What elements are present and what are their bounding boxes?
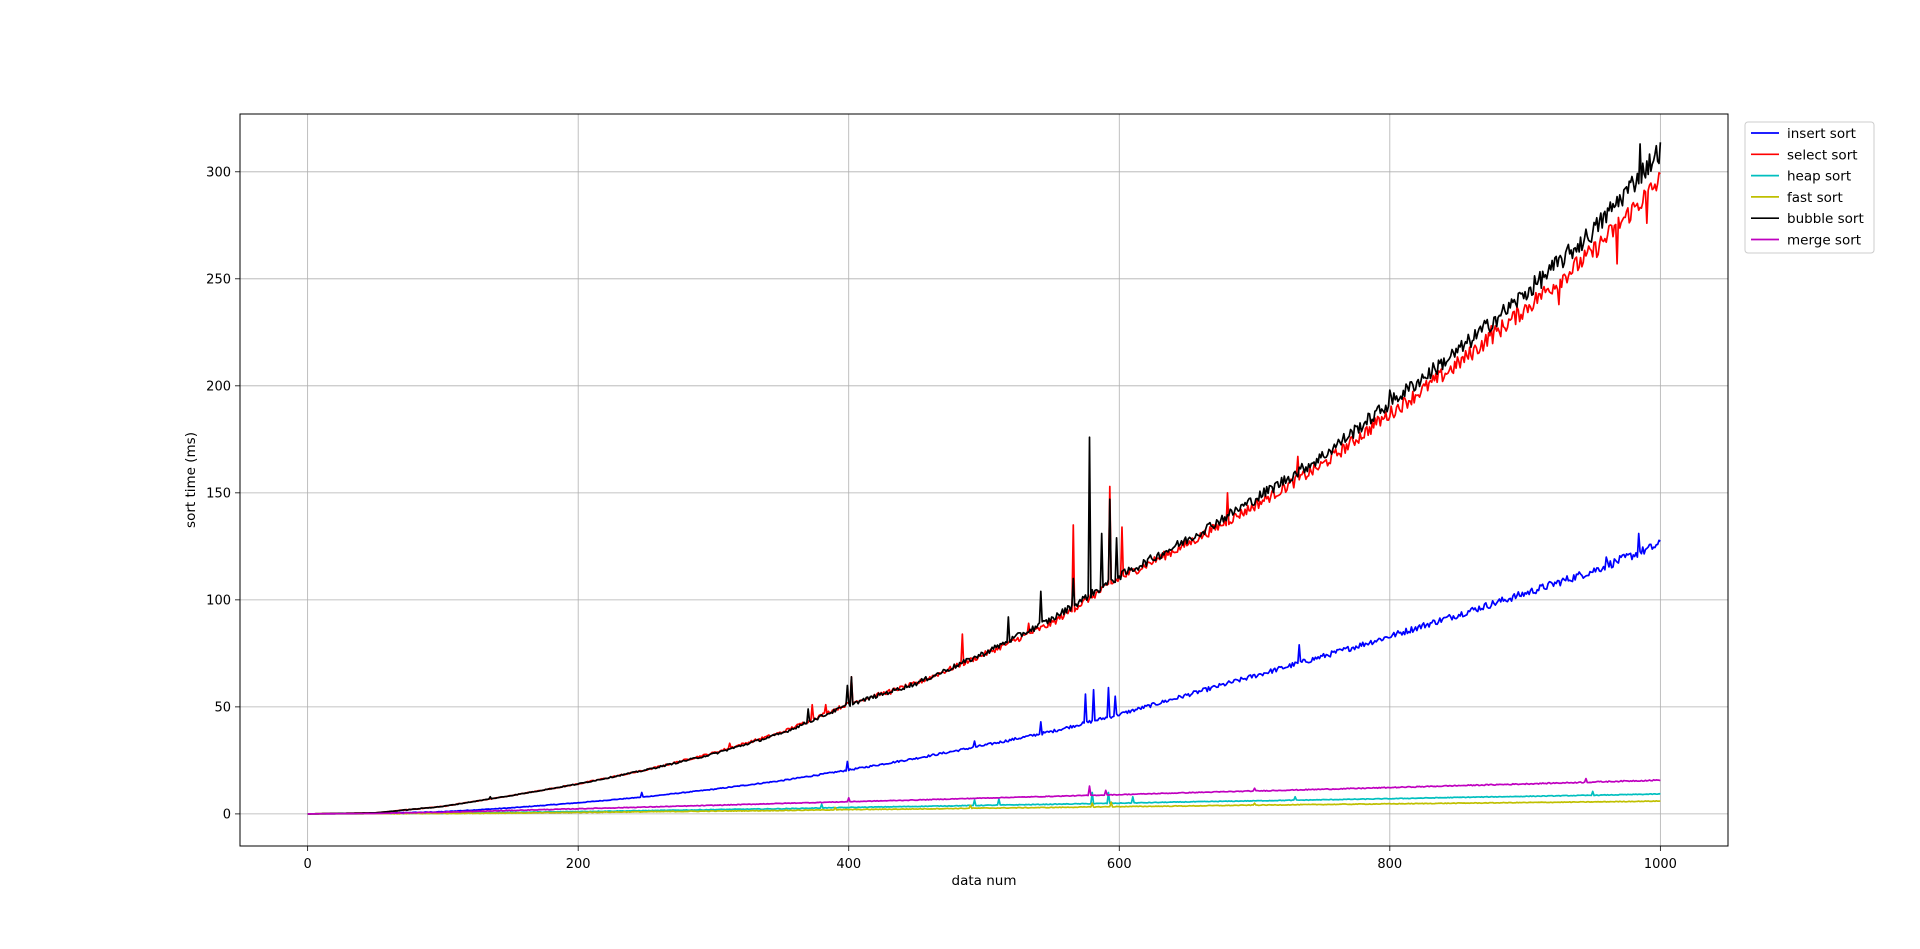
y-axis-label: sort time (ms) [183, 432, 199, 528]
grid [240, 114, 1728, 846]
y-tick-label: 100 [206, 593, 231, 608]
y-tick-label: 300 [206, 165, 231, 180]
x-tick-label: 200 [566, 857, 591, 872]
series-line [307, 799, 1661, 815]
y-tick-label: 150 [206, 486, 231, 501]
x-tick-label: 800 [1377, 857, 1402, 872]
y-tick-label: 250 [206, 272, 231, 287]
y-tick-label: 50 [214, 700, 231, 715]
series-line [307, 777, 1661, 815]
legend-label: select sort [1787, 147, 1858, 163]
y-tick-label: 0 [223, 807, 231, 822]
x-tick-label: 1000 [1644, 857, 1677, 872]
legend: insert sort select sort heap sort fast sort… [1744, 121, 1875, 254]
plot-frame [239, 113, 1729, 847]
x-tick-label: 0 [303, 857, 311, 872]
axis-ticks: 0 200 400 600 800 1000 0 50 100 150 200 250 300 [206, 165, 1677, 872]
series-line [307, 142, 1662, 815]
legend-label: fast sort [1787, 190, 1843, 206]
legend-label: bubble sort [1787, 211, 1864, 227]
legend-label: heap sort [1787, 169, 1851, 185]
legend-label: merge sort [1787, 233, 1861, 249]
legend-label: insert sort [1787, 126, 1856, 142]
y-tick-label: 200 [206, 379, 231, 394]
x-tick-label: 600 [1107, 857, 1132, 872]
x-axis-label: data num [952, 873, 1017, 889]
series-line [307, 532, 1661, 815]
series-lines [307, 142, 1662, 815]
x-tick-label: 400 [836, 857, 861, 872]
